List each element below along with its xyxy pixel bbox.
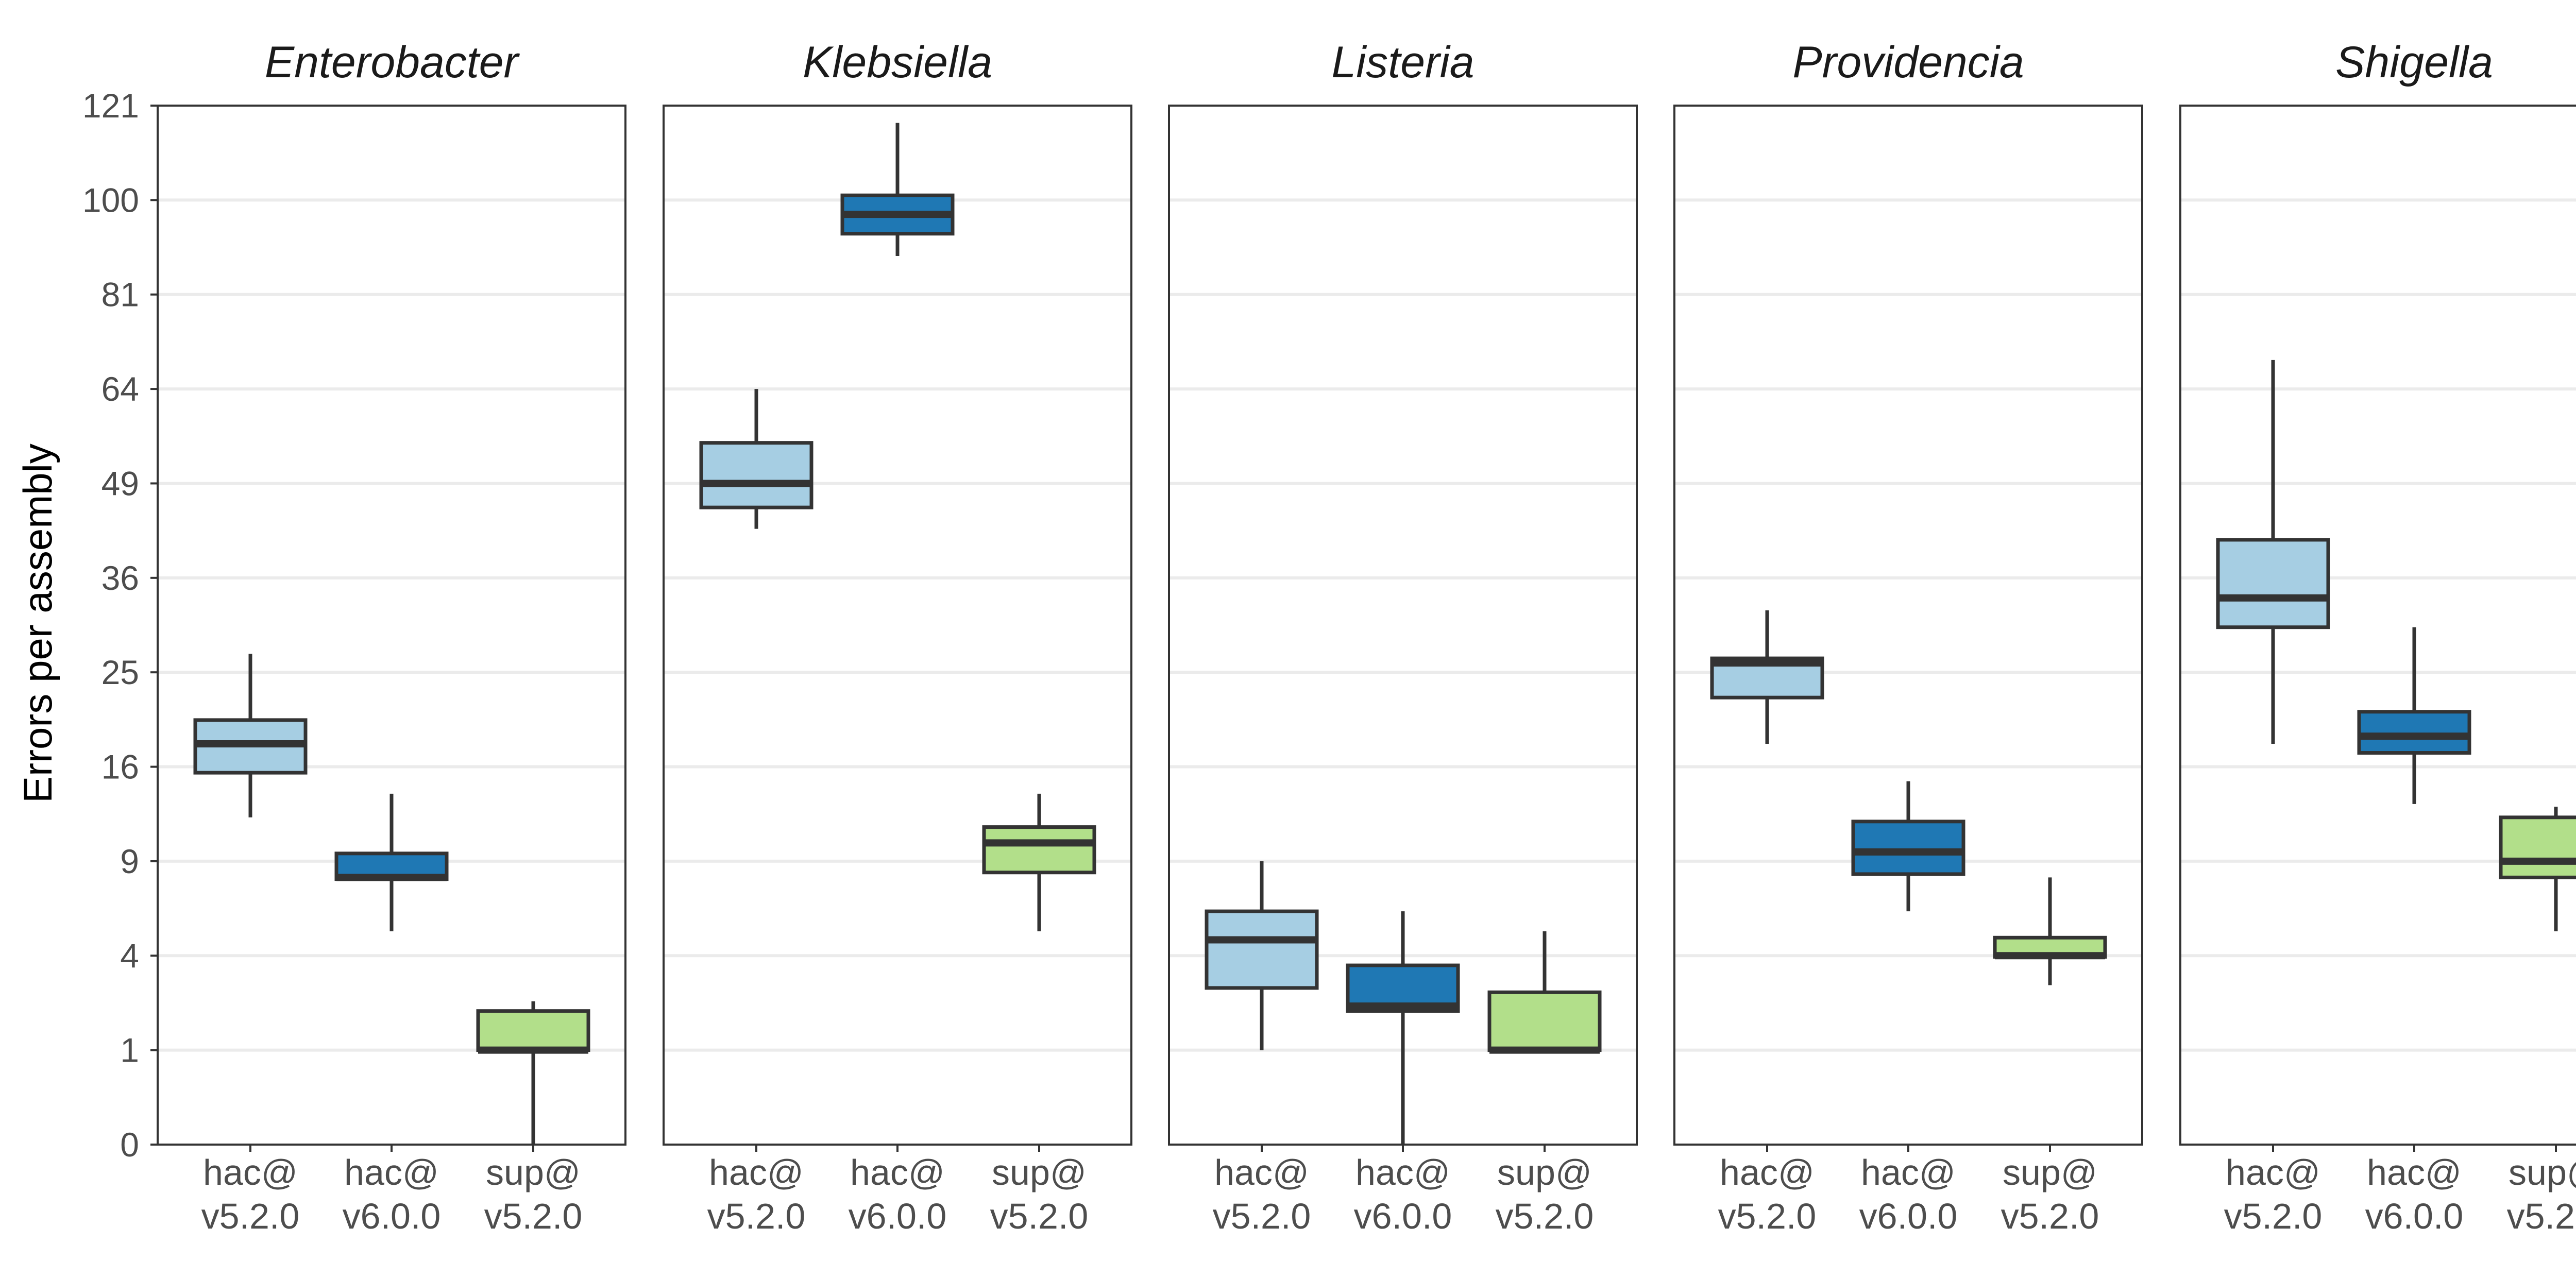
y-tick-label: 25 <box>101 653 139 691</box>
box-shigella-0 <box>2216 360 2330 744</box>
box-klebsiella-2 <box>982 793 1096 931</box>
facet-panel-enterobacter: Enterobacterhac@v5.2.0hac@v6.0.0sup@v5.2… <box>157 38 626 1236</box>
x-tick-label-line2: v6.0.0 <box>849 1196 947 1236</box>
y-tick-label: 9 <box>120 842 139 880</box>
x-tick-label-line1: hac@ <box>1861 1152 1956 1192</box>
x-tick-label-line2: v5.2.0 <box>1213 1196 1311 1236</box>
facet-title: Providencia <box>1792 38 2024 87</box>
box-iqr <box>2216 538 2330 629</box>
x-tick-label-line1: sup@ <box>2509 1152 2576 1192</box>
box-iqr <box>1205 909 1319 990</box>
x-tick-label-line2: v5.2.0 <box>1718 1196 1817 1236</box>
panel-border <box>2179 105 2576 1146</box>
box-iqr <box>2357 710 2471 755</box>
x-tick-label-line1: hac@ <box>1355 1152 1450 1192</box>
panel-border <box>1673 105 2143 1146</box>
y-tick-label: 81 <box>101 276 139 314</box>
facet-panels: Enterobacterhac@v5.2.0hac@v6.0.0sup@v5.2… <box>157 38 2576 1236</box>
y-tick-label: 16 <box>101 748 139 786</box>
x-tick-label-line1: hac@ <box>344 1152 439 1192</box>
box-iqr <box>699 441 814 509</box>
box-iqr <box>1851 820 1965 876</box>
y-tick-label: 100 <box>82 181 139 219</box>
facet-title: Shigella <box>2335 38 2493 87</box>
box-providencia-2 <box>1993 877 2107 985</box>
facet-title: Listeria <box>1331 38 1474 87</box>
y-tick-label: 64 <box>101 370 139 408</box>
x-tick-label-line2: v5.2.0 <box>990 1196 1089 1236</box>
x-tick-label-line1: sup@ <box>486 1152 581 1192</box>
x-tick-label-line1: hac@ <box>1214 1152 1309 1192</box>
facet-title: Enterobacter <box>265 38 520 87</box>
box-providencia-1 <box>1851 781 1965 912</box>
x-tick-label-line1: hac@ <box>2367 1152 2462 1192</box>
x-tick-label-line2: v6.0.0 <box>1859 1196 1958 1236</box>
box-iqr <box>982 825 1096 875</box>
facet-title: Klebsiella <box>803 38 992 87</box>
x-tick-label-line2: v5.2.0 <box>707 1196 806 1236</box>
panel-border <box>1168 105 1638 1146</box>
box-iqr <box>1487 990 1602 1052</box>
x-tick-label-line1: hac@ <box>203 1152 298 1192</box>
x-tick-label-line2: v6.0.0 <box>2365 1196 2464 1236</box>
box-listeria-1 <box>1346 911 1460 1145</box>
box-enterobacter-0 <box>193 654 308 817</box>
y-tick-label: 1 <box>120 1031 139 1069</box>
box-klebsiella-0 <box>699 389 814 529</box>
y-axis-title: Errors per assembly <box>15 444 60 803</box>
box-shigella-2 <box>2499 806 2576 931</box>
x-tick-label-line2: v6.0.0 <box>343 1196 441 1236</box>
x-tick-label-line1: sup@ <box>2003 1152 2097 1192</box>
y-tick-label: 36 <box>101 559 139 597</box>
x-tick-label-line2: v5.2.0 <box>484 1196 583 1236</box>
box-listeria-2 <box>1487 931 1602 1054</box>
box-iqr <box>2499 815 2576 879</box>
panel-border <box>663 105 1132 1146</box>
panel-border <box>157 105 626 1146</box>
y-tick-label: 121 <box>82 87 139 125</box>
x-tick-label-line2: v5.2.0 <box>2224 1196 2323 1236</box>
y-tick-label: 4 <box>120 936 139 975</box>
x-tick-label-line2: v6.0.0 <box>1354 1196 1452 1236</box>
x-tick-label-line2: v5.2.0 <box>2001 1196 2099 1236</box>
x-tick-label-line1: hac@ <box>2226 1152 2320 1192</box>
box-listeria-0 <box>1205 861 1319 1050</box>
box-enterobacter-2 <box>476 1001 590 1145</box>
box-klebsiella-1 <box>840 123 955 257</box>
x-tick-label-line1: hac@ <box>1720 1152 1815 1192</box>
box-shigella-1 <box>2357 627 2471 804</box>
x-tick-label-line1: hac@ <box>709 1152 804 1192</box>
x-tick-label-line1: sup@ <box>992 1152 1087 1192</box>
x-tick-label-line2: v5.2.0 <box>1496 1196 1594 1236</box>
x-tick-label-line1: sup@ <box>1497 1152 1592 1192</box>
y-tick-label: 49 <box>101 464 139 502</box>
box-providencia-0 <box>1710 610 1824 744</box>
x-tick-label-line1: hac@ <box>850 1152 945 1192</box>
box-enterobacter-1 <box>334 793 449 931</box>
facet-panel-providencia: Providenciahac@v5.2.0hac@v6.0.0sup@v5.2.… <box>1673 38 2143 1236</box>
x-tick-label-line2: v5.2.0 <box>201 1196 300 1236</box>
x-tick-label-line2: v5.2.0 <box>2507 1196 2576 1236</box>
y-tick-label: 0 <box>120 1126 139 1164</box>
box-iqr <box>476 1009 590 1052</box>
